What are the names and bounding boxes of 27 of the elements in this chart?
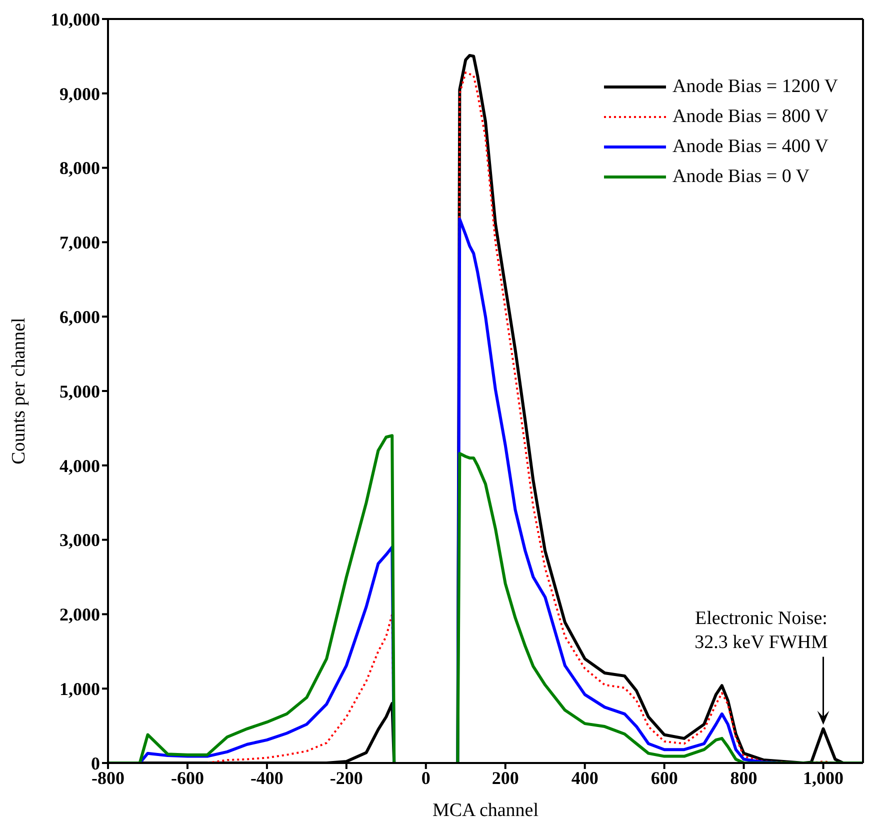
x-tick-label: 400 bbox=[571, 768, 598, 788]
legend-label: Anode Bias = 800 V bbox=[672, 106, 828, 128]
annotation: Electronic Noise: 32.3 keV FWHM bbox=[694, 608, 828, 653]
y-tick-label: 5,000 bbox=[60, 381, 100, 402]
y-axis-title: Counts per channel bbox=[8, 318, 30, 464]
legend-label: Anode Bias = 400 V bbox=[672, 136, 828, 158]
legend-label: Anode Bias = 0 V bbox=[672, 166, 810, 188]
x-tick-label: 0 bbox=[421, 768, 430, 788]
x-tick-label: 1,000 bbox=[803, 768, 844, 788]
x-tick-label: -600 bbox=[170, 768, 204, 788]
y-tick-label: 0 bbox=[91, 753, 100, 774]
y-tick-label: 9,000 bbox=[60, 84, 100, 104]
legend-label: Anode Bias = 1200 V bbox=[672, 76, 838, 98]
x-tick-label: 200 bbox=[492, 768, 519, 788]
y-tick-label: 8,000 bbox=[60, 158, 100, 178]
y-tick-label: 2,000 bbox=[60, 604, 100, 625]
x-axis-title: MCA channel bbox=[432, 800, 539, 821]
x-tick-label: -200 bbox=[330, 768, 363, 788]
y-tick-label: 6,000 bbox=[60, 306, 100, 327]
y-tick-label: 1,000 bbox=[60, 678, 100, 699]
y-tick-label: 10,000 bbox=[50, 9, 100, 30]
y-tick-label: 4,000 bbox=[60, 456, 100, 476]
y-tick-label: 7,000 bbox=[60, 232, 100, 253]
y-tick-label: 3,000 bbox=[60, 530, 100, 550]
x-tick-label: -400 bbox=[250, 768, 284, 788]
x-tick-label: 800 bbox=[730, 768, 758, 788]
x-tick-label: 600 bbox=[650, 768, 678, 788]
